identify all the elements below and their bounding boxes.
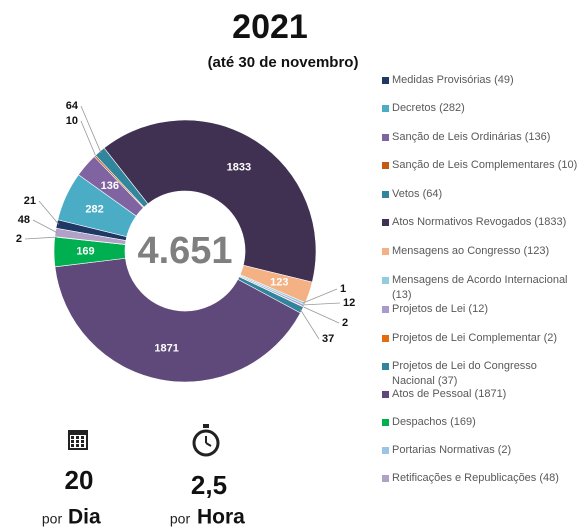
data-label: 169 [76,246,94,258]
leader-line [80,120,97,158]
legend-label: Sanção de Leis Complementares (10) [392,159,578,171]
legend-swatch [382,447,389,454]
leader-line [301,305,340,324]
legend-label: Decretos (282) [392,102,465,114]
data-label: 48 [18,214,30,226]
legend-swatch [382,475,389,482]
legend-label: Vetos (64) [392,188,443,200]
legend-item: Atos Normativos Revogados (1833) [382,215,578,230]
legend-swatch [382,77,389,84]
stat-value: 2,5 [191,470,227,500]
stat-unit: Hora [197,506,245,529]
legend-label: Mensagens ao Congresso (123) [392,245,550,257]
legend-label: Atos Normativos Revogados (1833) [392,216,567,228]
donut-slice [54,227,127,245]
legend-item: Decretos (282) [382,101,578,116]
legend-item: Sanção de Leis Ordinárias (136) [382,130,578,145]
data-label: 1871 [154,343,178,355]
data-label: 123 [270,277,288,289]
donut [24,105,341,383]
legend-swatch [382,363,389,370]
legend-swatch [382,134,389,141]
legend-label: Projetos de Lei (12) [392,303,488,315]
stat-prefix: por [42,511,63,527]
leader-line [80,105,102,154]
leader-line [299,308,320,340]
data-label: 21 [24,195,36,207]
data-label: 1 [340,283,346,295]
legend-label: Despachos (169) [392,416,476,428]
chart-subtitle: (até 30 de novembro) [208,54,359,71]
data-label: 136 [101,180,119,192]
leader-line [32,219,58,234]
legend-label: Portarias Normativas (2) [392,444,512,456]
stat-value: 20 [65,465,94,495]
legend-swatch [382,191,389,198]
legend-swatch [382,162,389,169]
legend-swatch [382,419,389,426]
leader-line [24,236,57,240]
donut-slice [103,119,317,283]
data-label: 2 [342,317,348,329]
calendar-icon [68,430,88,450]
stat-prefix: por [170,511,191,527]
legend-swatch [382,391,389,398]
data-label: 2 [16,233,22,245]
legend-item: Sanção de Leis Complementares (10) [382,158,578,173]
legend-label: Sanção de Leis Ordinárias (136) [392,131,551,143]
legend-label: Mensagens de Acordo Internacional (13) [392,274,568,301]
legend-label: Retificações e Republicações (48) [392,472,559,484]
legend-swatch [382,277,389,284]
data-label: 37 [322,333,334,345]
data-label: 282 [85,203,103,215]
leader-line [302,288,338,304]
data-label: 64 [66,100,79,112]
legend-swatch [382,219,389,226]
legend-item: Mensagens ao Congresso (123) [382,244,578,259]
legend-item: Mensagens de Acordo Internacional (13) [382,273,578,303]
legend-label: Projetos de Lei Complementar (2) [392,332,558,344]
legend-item: Projetos de Lei Complementar (2) [382,331,578,346]
legend-swatch [382,306,389,313]
legend-label: Medidas Provisórias (49) [392,74,514,86]
legend-item: Projetos de Lei (12) [382,302,578,317]
leader-line [38,200,60,225]
legend-item: Medidas Provisórias (49) [382,73,578,88]
legend-swatch [382,335,389,342]
center-total: 4.651 [137,230,232,272]
donut-slice [54,257,301,383]
legend-item: Vetos (64) [382,187,578,202]
legend-item: Atos de Pessoal (1871) [382,387,578,402]
data-label: 1833 [227,161,251,173]
stat-unit: Dia [68,506,101,529]
legend-item: Despachos (169) [382,415,578,430]
legend-swatch [382,105,389,112]
chart-title: 2021 [232,8,308,46]
leader-line [302,302,341,306]
legend-label: Atos de Pessoal (1871) [392,388,507,400]
legend-item: Portarias Normativas (2) [382,443,578,458]
legend-swatch [382,248,389,255]
data-label: 12 [343,297,355,309]
clock-icon [192,424,220,457]
data-label: 10 [66,115,78,127]
legend-item: Projetos de Lei do Congresso Nacional (3… [382,359,578,389]
legend-item: Retificações e Republicações (48) [382,471,578,486]
legend-label: Projetos de Lei do Congresso Nacional (3… [392,360,537,387]
